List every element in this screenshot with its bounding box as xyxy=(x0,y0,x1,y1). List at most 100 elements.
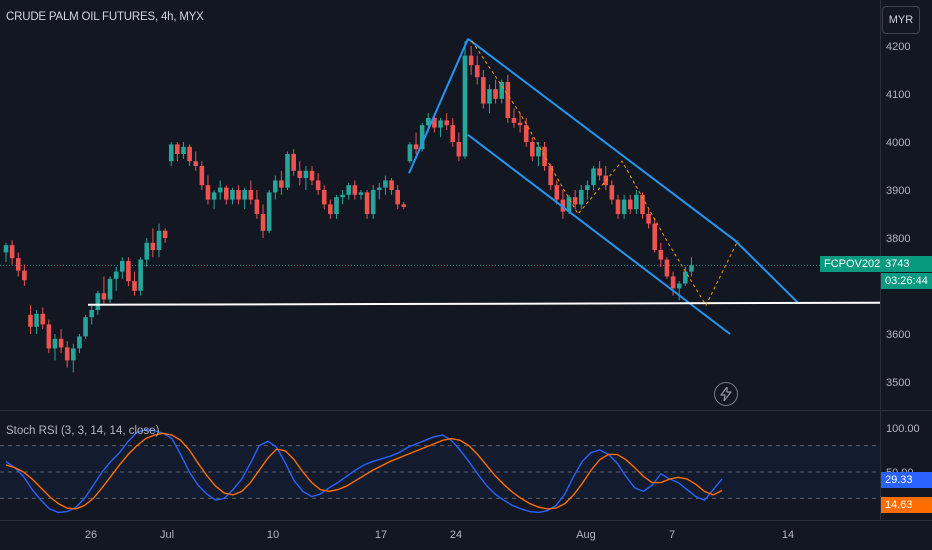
currency-button[interactable]: MYR xyxy=(882,6,920,34)
stoch-rsi-pane: 100.0050.00 xyxy=(0,423,920,514)
candle-body xyxy=(144,242,150,260)
candle-body xyxy=(211,192,217,200)
candle-body xyxy=(162,230,168,238)
candle-body xyxy=(352,185,358,195)
candle-body xyxy=(113,271,119,279)
candle-body xyxy=(181,146,186,154)
candle-body xyxy=(236,190,241,200)
candle-body xyxy=(505,82,511,118)
time-tick-label: 17 xyxy=(375,529,387,541)
candle-body xyxy=(487,89,492,104)
candle-body xyxy=(493,89,498,99)
candle-body xyxy=(548,166,553,186)
candle-body xyxy=(597,168,602,176)
candle-body xyxy=(303,170,309,178)
candle-body xyxy=(664,259,670,277)
candle-body xyxy=(419,125,425,150)
candle-body xyxy=(40,313,46,325)
price-axis: 4200 4100 4000 3900 3800 3600 3500 xyxy=(886,41,910,389)
candle-body xyxy=(77,336,82,349)
candle-body xyxy=(560,199,566,212)
candle-body xyxy=(389,180,394,190)
candle-body xyxy=(83,317,88,337)
candle-body xyxy=(248,190,254,200)
candle-body xyxy=(28,314,33,327)
candle-body xyxy=(499,82,505,99)
candle-body xyxy=(578,190,584,205)
candle-body xyxy=(689,265,694,272)
candle-body xyxy=(432,118,437,128)
candle-body xyxy=(328,204,333,214)
lightning-icon[interactable] xyxy=(714,382,738,406)
price-tick-label: 4100 xyxy=(886,89,910,101)
candle-body xyxy=(646,214,651,224)
candle-body xyxy=(401,204,407,207)
candle-body xyxy=(242,190,247,200)
candle-body xyxy=(95,293,101,310)
candle-body xyxy=(585,185,590,190)
stoch-tick-label: 100.00 xyxy=(886,423,920,435)
trendline-drawings xyxy=(87,38,881,335)
candle-body xyxy=(683,271,688,284)
symbol-badge[interactable]: FCPOV2023 xyxy=(820,256,891,272)
candle-body xyxy=(15,258,21,271)
candle-body xyxy=(407,144,413,162)
candle-body xyxy=(101,293,107,300)
candle-body xyxy=(321,190,327,205)
candle-body xyxy=(517,122,523,126)
candle-body xyxy=(530,142,535,157)
candle-body xyxy=(150,242,156,250)
candle-body xyxy=(168,144,174,162)
candle-body xyxy=(224,187,229,200)
candle-body xyxy=(334,197,339,214)
candle-body xyxy=(285,154,290,188)
time-tick-label: Jul xyxy=(160,529,174,541)
candle-body xyxy=(670,276,676,289)
candle-body xyxy=(254,199,260,214)
candle-body xyxy=(652,223,658,250)
candle-body xyxy=(3,245,9,253)
candle-body xyxy=(340,194,345,198)
candle-body xyxy=(554,185,560,200)
wave-projection xyxy=(471,40,739,307)
indicator-label[interactable]: Stoch RSI (3, 3, 14, 14, close) xyxy=(6,425,160,437)
price-tick-label: 3500 xyxy=(886,377,910,389)
candle-body xyxy=(676,283,682,289)
candle-body xyxy=(572,197,578,205)
candle-body xyxy=(266,192,272,231)
candle-body xyxy=(64,347,70,361)
candle-body xyxy=(22,270,27,281)
candle-body xyxy=(193,161,199,166)
price-tick-label: 4000 xyxy=(886,137,910,149)
candle-body xyxy=(58,338,64,348)
candle-body xyxy=(609,185,615,200)
candle-body xyxy=(615,199,621,214)
candle-body xyxy=(370,190,376,214)
time-axis: 26 Jul 10 17 24 Aug 7 14 xyxy=(0,520,932,541)
candle-body xyxy=(279,180,284,188)
stoch-d-value: 14.63 xyxy=(881,497,932,513)
price-tick-label: 3800 xyxy=(886,233,910,245)
candlestick-series xyxy=(3,41,694,373)
candle-body xyxy=(230,190,235,200)
candle-body xyxy=(315,180,321,190)
candle-body xyxy=(89,310,94,318)
candle-body xyxy=(536,146,541,157)
candle-body xyxy=(260,214,266,231)
chart-title: CRUDE PALM OIL FUTURES, 4h, MYX xyxy=(6,11,204,23)
candle-body xyxy=(658,250,664,260)
candle-body xyxy=(199,166,205,186)
candle-body xyxy=(9,245,15,259)
candle-body xyxy=(126,261,131,282)
candle-body xyxy=(474,65,480,78)
candle-body xyxy=(627,199,633,210)
time-tick-label: 10 xyxy=(267,529,279,541)
candle-body xyxy=(272,180,278,193)
candle-body xyxy=(297,170,303,178)
channel-left-leg xyxy=(408,38,469,174)
candle-body xyxy=(156,230,162,250)
candle-body xyxy=(468,55,474,66)
candle-body xyxy=(46,324,52,349)
channel-lower-line xyxy=(467,134,731,335)
